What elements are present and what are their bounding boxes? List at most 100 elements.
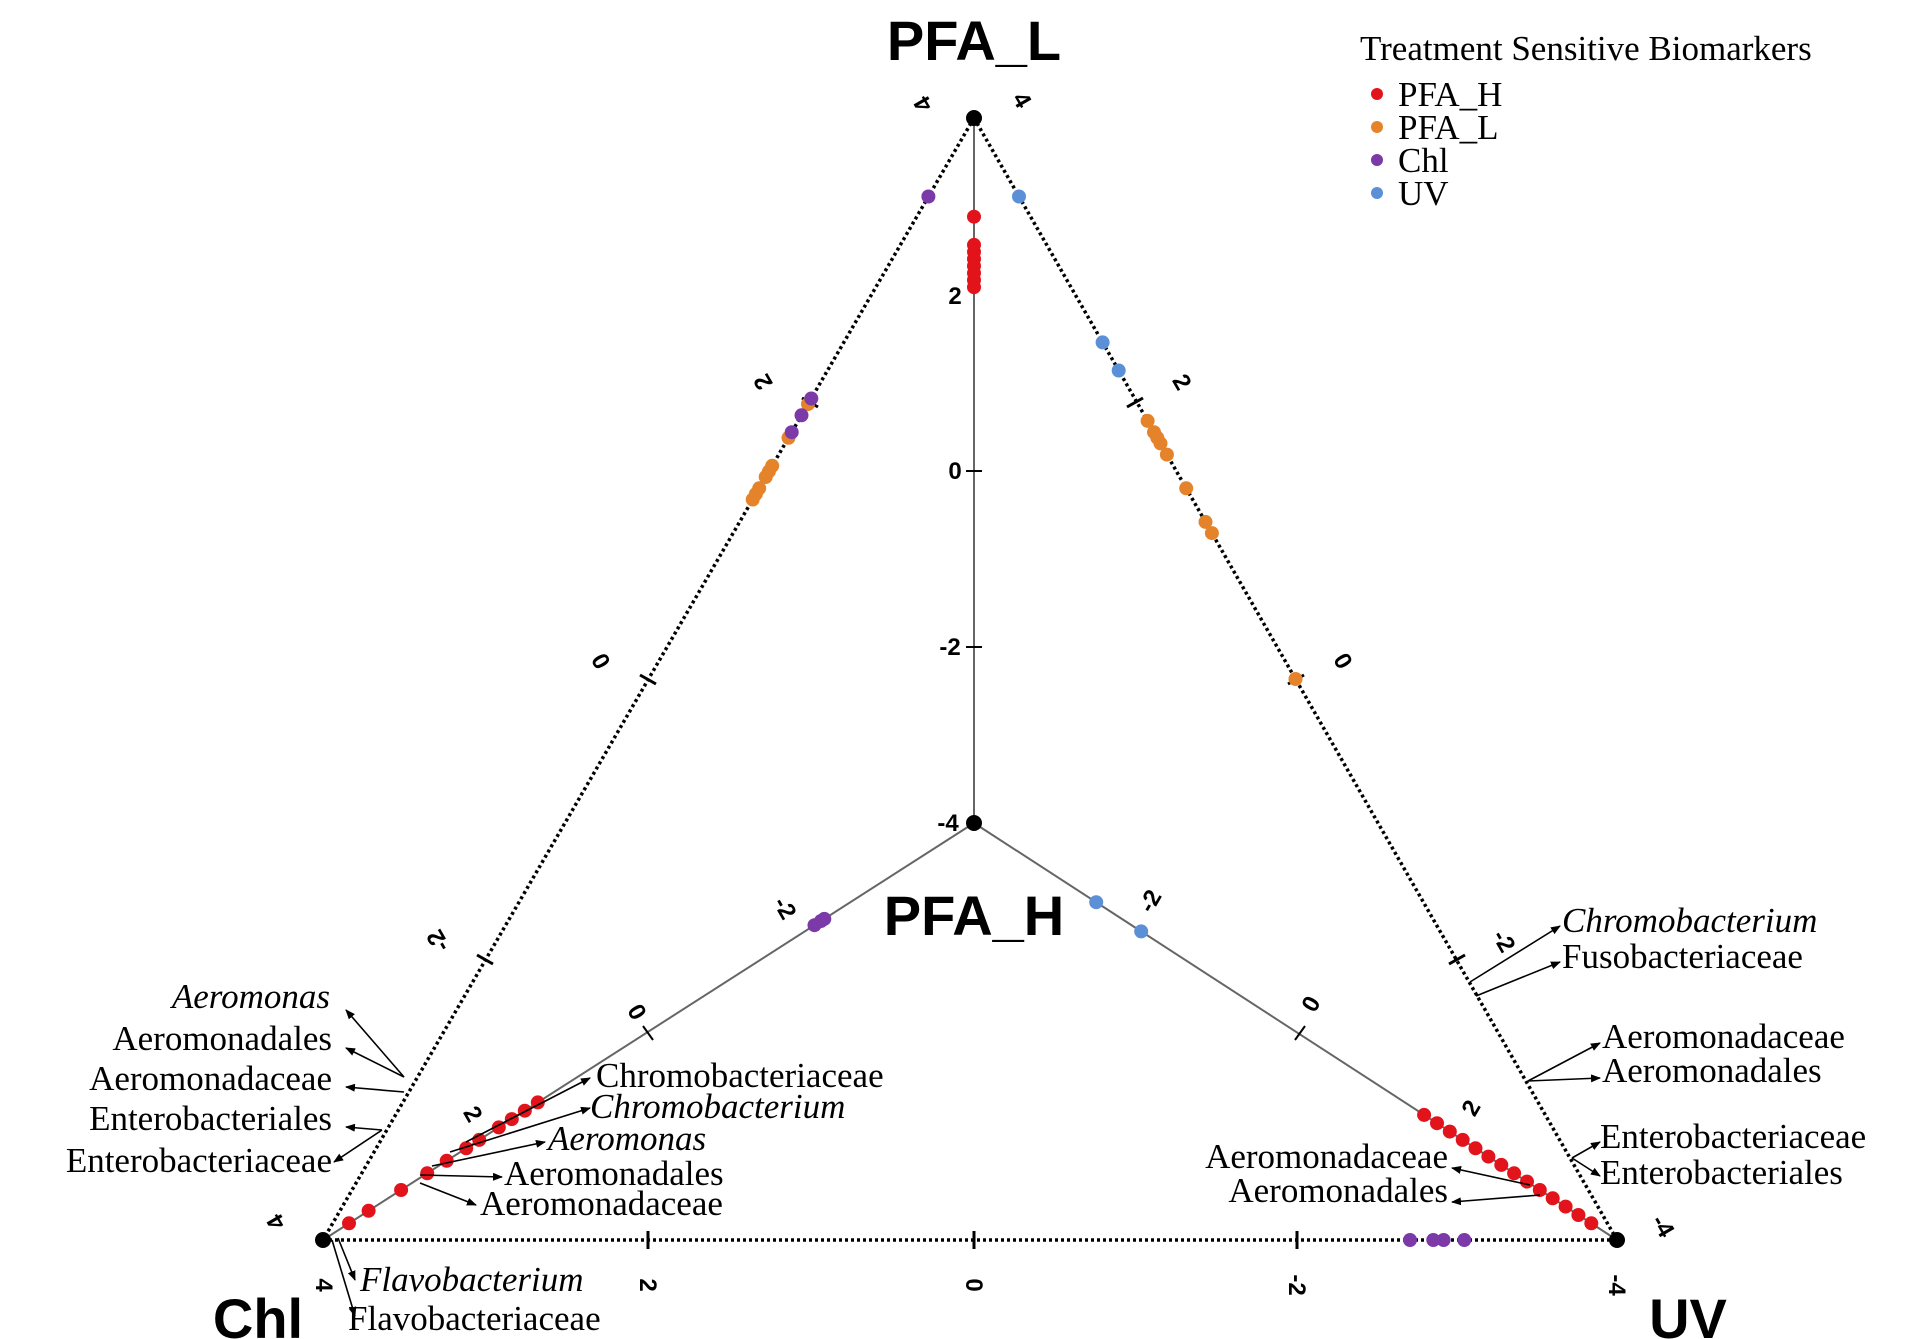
data-point-pfa-h: [1545, 1191, 1560, 1206]
annotation-label: Enterobacteriales: [1600, 1153, 1843, 1192]
data-point-pfa-l: [758, 470, 773, 484]
data-point-pfa-h: [967, 280, 981, 295]
annotation-arrow: [345, 1123, 383, 1132]
data-point-pfa-l: [1198, 514, 1213, 529]
tick-label: -4: [1603, 1274, 1630, 1296]
tick-label: -2: [1283, 1274, 1310, 1295]
data-point-pfa-h: [1481, 1149, 1496, 1164]
annotation-arrow: [331, 1239, 357, 1317]
legend-swatch: [1371, 154, 1383, 166]
tick-label: 0: [621, 1000, 651, 1025]
data-point-chl: [1426, 1233, 1441, 1247]
tick-mark: [1448, 953, 1466, 966]
vertex-markers: [315, 110, 1625, 1248]
tick-label: -4: [937, 810, 959, 837]
annotation-arrow: [419, 1172, 503, 1181]
vertex-labels: PFA_L PFA_H Chl UV: [213, 9, 1727, 1339]
annotation-label: Aeromonadales: [504, 1154, 724, 1193]
data-point-uv: [1111, 363, 1126, 378]
annotations-left-spoke: Chromobacteriaceae Chromobacterium Aerom…: [480, 1056, 884, 1223]
annotations-left-upper: Aeromonas Aeromonadales Aeromonadaceae E…: [66, 977, 332, 1180]
tick-label: 2: [1456, 1096, 1486, 1121]
legend-label: PFA_H: [1398, 75, 1502, 114]
vertex-dot-uv: [1609, 1232, 1625, 1248]
tick-label: 4: [261, 1209, 291, 1235]
tick-label: -2: [939, 634, 960, 661]
tick-label: -2: [767, 892, 801, 924]
legend-label: UV: [1398, 174, 1449, 213]
data-points: [342, 189, 1599, 1247]
tick-mark: [642, 1025, 654, 1041]
annotations-right-upper: Chromobacterium Fusobacteriaceae Aeromon…: [1562, 901, 1866, 1192]
annotation-label: Aeromonas: [546, 1119, 706, 1158]
annotation-arrow: [1451, 1194, 1541, 1206]
data-point-chl: [804, 391, 819, 406]
vertex-label-pfah: PFA_H: [884, 884, 1065, 947]
data-point-pfa-h: [342, 1216, 356, 1231]
annotation-arrow: [1451, 1166, 1531, 1186]
data-point-uv: [1089, 895, 1104, 910]
data-point-pfa-h: [1494, 1157, 1509, 1172]
data-point-chl: [1403, 1233, 1417, 1247]
legend-label: Chl: [1398, 141, 1449, 180]
data-point-pfa-l: [1159, 447, 1174, 462]
data-point-pfa-h: [1430, 1116, 1444, 1131]
annotations-right-spoke: Aeromonadaceae Aeromonadales: [1205, 1137, 1448, 1210]
tick-label: 4: [1006, 88, 1036, 114]
data-point-uv: [1095, 335, 1110, 350]
data-point-pfa-h: [459, 1141, 474, 1156]
annotation-label: Aeromonadales: [112, 1019, 332, 1058]
annotation-arrow: [449, 1106, 591, 1153]
data-point-pfa-l: [1153, 436, 1168, 451]
data-point-pfa-l: [1204, 526, 1219, 541]
tick-label: 2: [634, 1278, 661, 1291]
data-point-chl: [921, 189, 936, 204]
legend-swatch: [1371, 88, 1383, 100]
annotation-label: Enterobacteriaceae: [66, 1141, 332, 1180]
tick-mark: [476, 953, 494, 966]
data-point-pfa-h: [420, 1166, 435, 1181]
data-point-chl: [1457, 1233, 1472, 1247]
data-point-pfa-l: [1179, 481, 1194, 496]
tick-label: -2: [421, 925, 455, 957]
legend-label: PFA_L: [1398, 108, 1499, 147]
annotation-arrow: [1571, 1157, 1601, 1177]
annotation-arrow: [345, 1009, 405, 1078]
data-point-pfa-h: [439, 1153, 454, 1168]
vertex-label-chl: Chl: [213, 1287, 303, 1339]
legend-swatch: [1371, 121, 1383, 133]
annotation-label: Aeromonadaceae: [1602, 1017, 1845, 1056]
annotation-arrows: [331, 925, 1601, 1317]
annotation-label: Chromobacterium: [1562, 901, 1817, 940]
data-point-uv: [1012, 189, 1026, 204]
annotation-label: Aeromonadaceae: [1205, 1137, 1448, 1176]
annotation-label: Aeromonadales: [1228, 1171, 1448, 1210]
annotation-arrow: [1527, 1042, 1601, 1082]
annotation-arrow: [1527, 1074, 1601, 1083]
tick-label: 0: [960, 1278, 987, 1291]
vertex-dot-chl: [315, 1232, 331, 1248]
vertex-label-uv: UV: [1649, 1287, 1727, 1339]
annotation-arrow: [337, 1237, 356, 1281]
annotation-arrow: [419, 1182, 477, 1206]
annotation-label: Flavobacterium: [359, 1260, 584, 1299]
legend: Treatment Sensitive Biomarkers PFA_H PFA…: [1360, 29, 1812, 213]
annotation-arrow: [465, 1077, 591, 1143]
tick-label: 2: [748, 369, 778, 394]
vertex-label-pfal: PFA_L: [887, 9, 1061, 72]
annotation-arrow: [345, 1047, 405, 1078]
tick-label: 2: [948, 283, 961, 310]
tick-label: 4: [908, 91, 938, 117]
tick-label: 2: [1166, 370, 1196, 395]
vertex-dot-pfal: [966, 110, 982, 126]
data-point-pfa-h: [394, 1183, 409, 1197]
data-point-pfa-h: [361, 1203, 376, 1218]
tick-label: 0: [586, 648, 616, 673]
annotation-label: Flavobacteriaceae: [348, 1299, 601, 1338]
data-point-uv: [1134, 924, 1149, 939]
data-point-pfa-h: [967, 209, 981, 224]
annotation-label: Aeromonas: [170, 977, 330, 1016]
data-point-pfa-h: [1584, 1216, 1599, 1231]
annotation-label: Aeromonadaceae: [480, 1184, 723, 1223]
